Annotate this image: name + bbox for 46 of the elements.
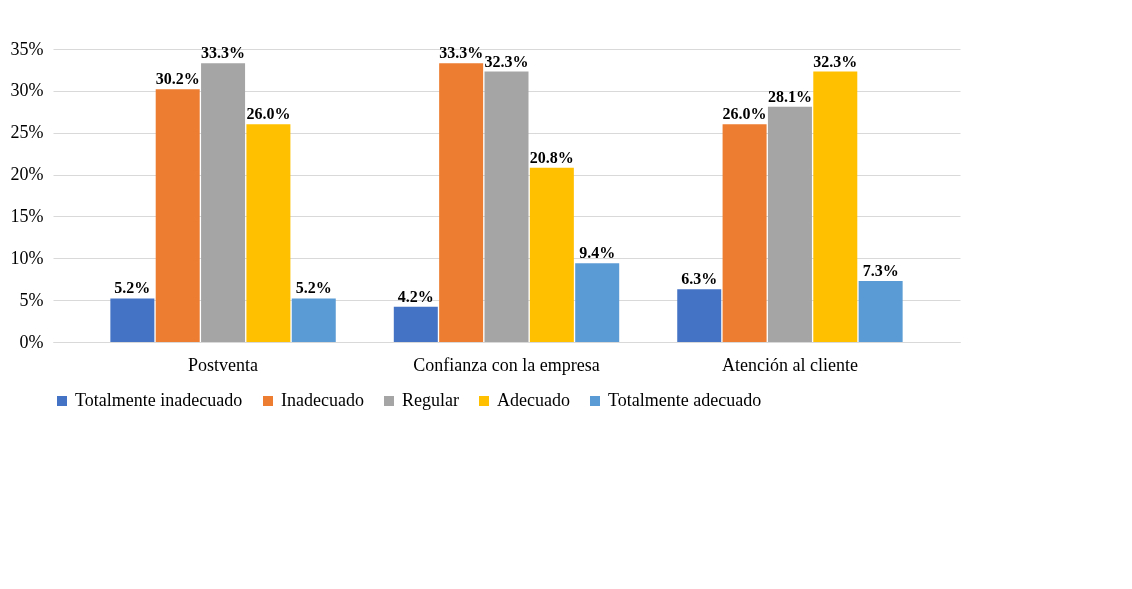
bar <box>201 63 246 342</box>
data-label: 30.2% <box>155 70 200 88</box>
data-label: 26.0% <box>246 105 291 123</box>
y-tick-label: 15% <box>10 205 44 226</box>
y-tick-label: 30% <box>10 80 44 101</box>
y-tick-label: 5% <box>19 289 44 310</box>
data-label: 4.2% <box>397 287 434 305</box>
x-tick-label: Postventa <box>188 354 259 375</box>
data-label: 9.4% <box>579 244 616 262</box>
y-tick-label: 20% <box>10 164 44 185</box>
data-label: 32.3% <box>813 52 858 70</box>
legend-label: Totalmente inadecuado <box>75 390 243 410</box>
bar <box>722 124 767 342</box>
bar <box>575 263 620 342</box>
legend-label: Totalmente adecuado <box>608 390 762 410</box>
legend-label: Inadecuado <box>281 390 364 410</box>
bar <box>677 289 722 342</box>
data-label: 5.2% <box>295 279 332 297</box>
data-label: 7.3% <box>862 261 899 279</box>
data-label: 5.2% <box>114 279 151 297</box>
data-label: 32.3% <box>484 52 529 70</box>
legend-label: Adecuado <box>497 390 570 410</box>
bar <box>246 124 291 342</box>
bar <box>291 298 336 342</box>
bar <box>813 71 858 342</box>
bar <box>439 63 484 342</box>
bar <box>484 71 529 342</box>
y-tick-label: 0% <box>19 331 44 352</box>
y-tick-label: 25% <box>10 122 44 143</box>
bar <box>529 167 574 342</box>
data-label: 33.3% <box>439 44 484 62</box>
bar <box>393 306 438 342</box>
y-tick-label: 35% <box>10 38 44 59</box>
x-tick-label: Atención al cliente <box>721 354 858 375</box>
y-tick-label: 10% <box>10 247 44 268</box>
bar <box>858 280 903 342</box>
bar <box>155 89 200 342</box>
data-label: 20.8% <box>529 148 574 166</box>
data-label: 33.3% <box>201 44 246 62</box>
x-tick-label: Confianza con la empresa <box>413 354 600 375</box>
data-label: 26.0% <box>722 105 767 123</box>
bar <box>767 106 812 342</box>
data-label: 28.1% <box>767 87 812 105</box>
legend-label: Regular <box>402 390 459 410</box>
bar <box>110 298 155 342</box>
data-label: 6.3% <box>681 270 718 288</box>
